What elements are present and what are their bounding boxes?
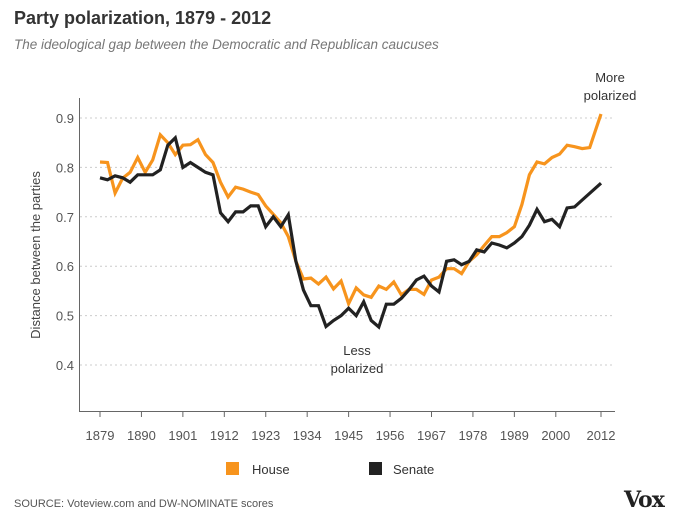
vox-logo: Vox bbox=[624, 487, 665, 513]
y-tick-label: 0.5 bbox=[56, 309, 74, 324]
x-tick-label: 1978 bbox=[458, 428, 487, 443]
x-tick-label: 1901 bbox=[168, 428, 197, 443]
x-tick-label: 1989 bbox=[500, 428, 529, 443]
x-tick-label: 2000 bbox=[541, 428, 570, 443]
annotation-text: More bbox=[595, 70, 625, 85]
y-tick-label: 0.4 bbox=[56, 358, 74, 373]
y-axis-label: Distance between the parties bbox=[28, 171, 43, 339]
x-tick-label: 1890 bbox=[127, 428, 156, 443]
annotation-text: Less bbox=[343, 343, 371, 358]
x-tick-label: 1945 bbox=[334, 428, 363, 443]
annotation-text: polarized bbox=[584, 88, 637, 103]
chart-title: Party polarization, 1879 - 2012 bbox=[14, 8, 272, 28]
y-tick-label: 0.7 bbox=[56, 210, 74, 225]
legend-swatch-senate bbox=[369, 462, 382, 475]
series-line-senate bbox=[99, 134, 603, 330]
legend-swatch-house bbox=[226, 462, 239, 475]
x-tick-label: 1912 bbox=[210, 428, 239, 443]
x-tick-label: 1879 bbox=[86, 428, 115, 443]
y-tick-label: 0.9 bbox=[56, 111, 74, 126]
legend-label-house: House bbox=[252, 462, 290, 477]
x-tick-label: 1967 bbox=[417, 428, 446, 443]
x-tick-label: 1934 bbox=[293, 428, 322, 443]
legend-label-senate: Senate bbox=[393, 462, 434, 477]
x-tick-label: 2012 bbox=[587, 428, 616, 443]
x-tick-label: 1956 bbox=[376, 428, 405, 443]
x-tick-label: 1923 bbox=[251, 428, 280, 443]
series-line-house bbox=[99, 113, 603, 308]
y-tick-label: 0.6 bbox=[56, 259, 74, 274]
annotation-text: polarized bbox=[331, 361, 384, 376]
source-note: SOURCE: Voteview.com and DW-NOMINATE sco… bbox=[14, 498, 274, 510]
y-tick-label: 0.8 bbox=[56, 160, 74, 175]
chart-subtitle: The ideological gap between the Democrat… bbox=[14, 37, 439, 52]
